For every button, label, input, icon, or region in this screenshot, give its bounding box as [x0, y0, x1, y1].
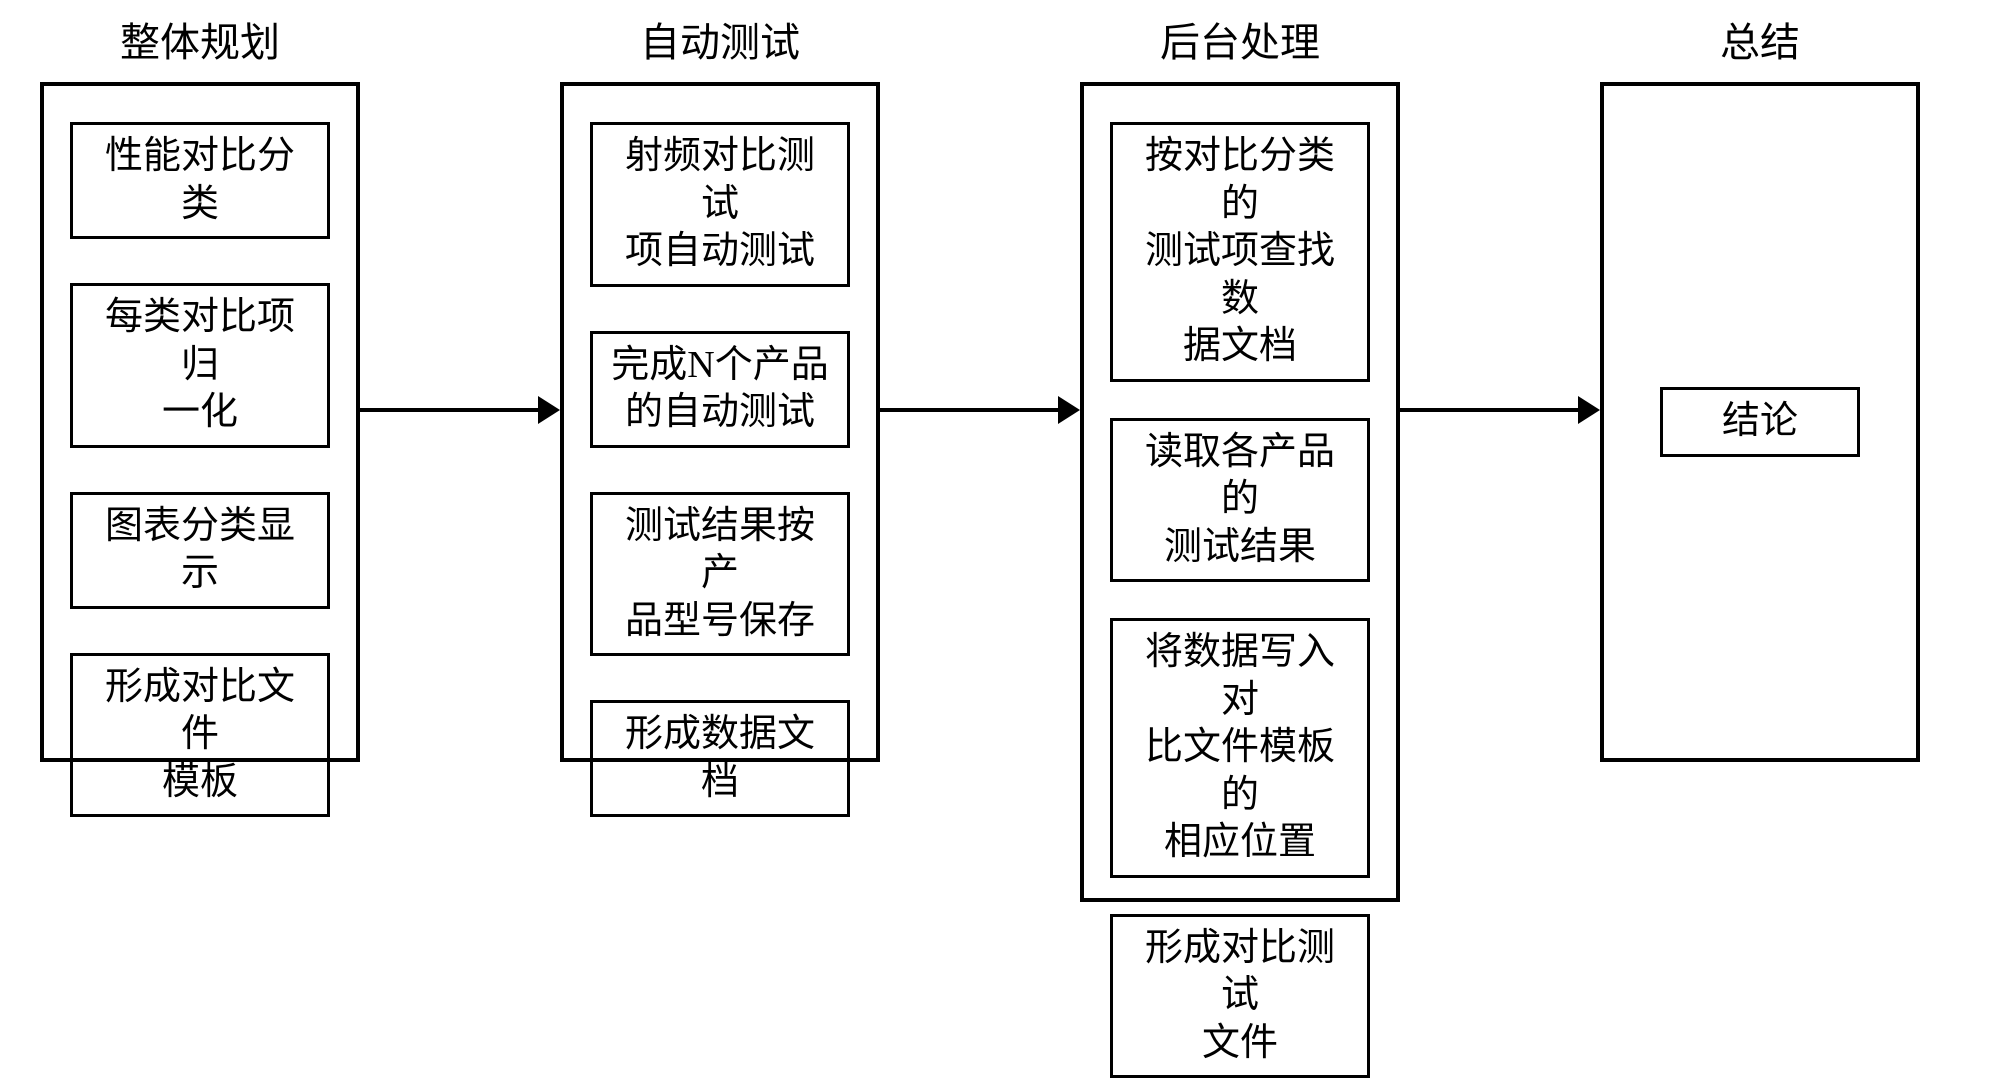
item-summary-0: 结论	[1660, 387, 1860, 457]
item-backend-2: 将数据写入对 比文件模板的 相应位置	[1110, 618, 1370, 878]
item-autotest-1: 完成N个产品 的自动测试	[590, 331, 850, 448]
stage-backend: 后台处理按对比分类的 测试项查找数 据文档读取各产品的 测试结果将数据写入对 比…	[1080, 10, 1400, 902]
stage-title-summary: 总结	[1720, 10, 1800, 68]
item-autotest-2: 测试结果按产 品型号保存	[590, 492, 850, 657]
arrow-autotest-to-backend	[880, 390, 1080, 430]
stage-box-summary: 结论	[1600, 82, 1920, 762]
stage-summary: 总结结论	[1600, 10, 1920, 762]
item-backend-3: 形成对比测试 文件	[1110, 914, 1370, 1078]
stage-autotest: 自动测试射频对比测试 项自动测试完成N个产品 的自动测试测试结果按产 品型号保存…	[560, 10, 880, 762]
item-planning-2: 图表分类显示	[70, 492, 330, 609]
item-planning-1: 每类对比项归 一化	[70, 283, 330, 448]
stage-box-autotest: 射频对比测试 项自动测试完成N个产品 的自动测试测试结果按产 品型号保存形成数据…	[560, 82, 880, 762]
item-autotest-0: 射频对比测试 项自动测试	[590, 122, 850, 287]
arrow-backend-to-summary	[1400, 390, 1600, 430]
stage-box-planning: 性能对比分类每类对比项归 一化图表分类显示形成对比文件 模板	[40, 82, 360, 762]
item-backend-1: 读取各产品的 测试结果	[1110, 418, 1370, 583]
stage-title-backend: 后台处理	[1160, 10, 1320, 68]
stage-box-backend: 按对比分类的 测试项查找数 据文档读取各产品的 测试结果将数据写入对 比文件模板…	[1080, 82, 1400, 902]
stage-planning: 整体规划性能对比分类每类对比项归 一化图表分类显示形成对比文件 模板	[40, 10, 360, 762]
item-planning-3: 形成对比文件 模板	[70, 653, 330, 818]
arrow-planning-to-autotest	[360, 390, 560, 430]
stage-title-autotest: 自动测试	[640, 10, 800, 68]
stage-title-planning: 整体规划	[120, 10, 280, 68]
item-backend-0: 按对比分类的 测试项查找数 据文档	[1110, 122, 1370, 382]
item-planning-0: 性能对比分类	[70, 122, 330, 239]
item-autotest-3: 形成数据文档	[590, 700, 850, 817]
